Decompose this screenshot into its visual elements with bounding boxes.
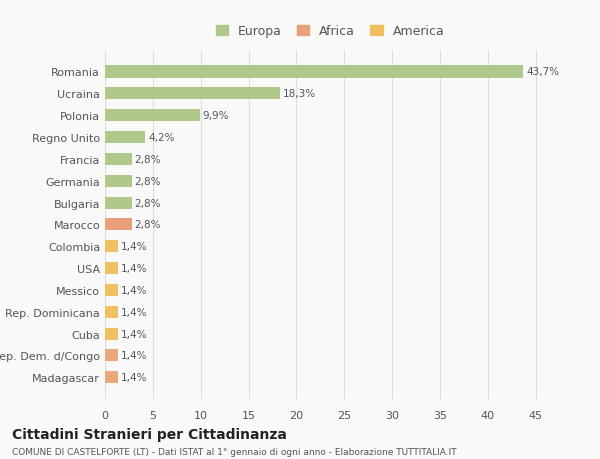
Text: 4,2%: 4,2% [148,133,175,143]
Bar [105,284,118,297]
Text: 2,8%: 2,8% [134,220,161,230]
Text: 1,4%: 1,4% [121,373,148,382]
Text: 1,4%: 1,4% [121,329,148,339]
Bar [105,263,118,274]
Text: 2,8%: 2,8% [134,155,161,164]
Bar [105,371,118,383]
Bar [105,67,523,78]
Text: 2,8%: 2,8% [134,198,161,208]
Bar [105,350,118,362]
Bar [105,110,200,122]
Text: Cittadini Stranieri per Cittadinanza: Cittadini Stranieri per Cittadinanza [12,427,287,441]
Text: 1,4%: 1,4% [121,285,148,295]
Bar [105,132,145,144]
Bar [105,241,118,253]
Text: COMUNE DI CASTELFORTE (LT) - Dati ISTAT al 1° gennaio di ogni anno - Elaborazion: COMUNE DI CASTELFORTE (LT) - Dati ISTAT … [12,448,457,457]
Text: 1,4%: 1,4% [121,242,148,252]
Text: 1,4%: 1,4% [121,351,148,361]
Bar [105,219,132,231]
Text: 1,4%: 1,4% [121,307,148,317]
Bar [105,306,118,318]
Bar [105,153,132,166]
Legend: Europa, Africa, America: Europa, Africa, America [213,23,447,41]
Text: 2,8%: 2,8% [134,176,161,186]
Bar [105,88,280,100]
Bar [105,175,132,187]
Bar [105,197,132,209]
Text: 9,9%: 9,9% [203,111,229,121]
Text: 43,7%: 43,7% [526,67,559,77]
Bar [105,328,118,340]
Text: 18,3%: 18,3% [283,89,316,99]
Text: 1,4%: 1,4% [121,263,148,274]
